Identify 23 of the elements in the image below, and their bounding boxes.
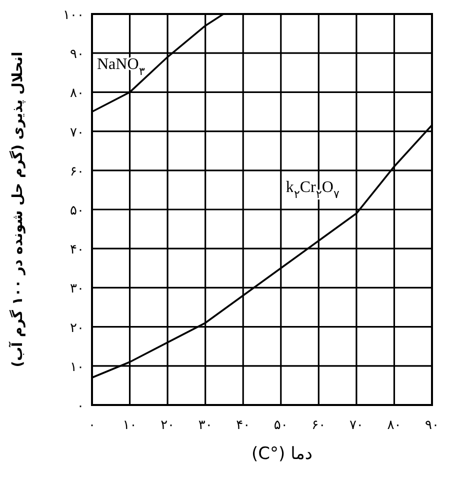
y-tick-label: ۱۰۰: [63, 8, 84, 23]
y-tick-label: ۰: [77, 399, 84, 414]
y-tick-label: ۷۰: [70, 125, 84, 140]
x-tick-label: ۴۰: [236, 418, 250, 433]
x-tick-label: ۸۰: [387, 418, 402, 433]
x-tick-label: ۱۰: [122, 418, 137, 433]
y-tick-label: ۸۰: [70, 86, 84, 102]
x-tick-label: ۷۰: [349, 418, 364, 433]
y-tick-label: ۳۰: [70, 282, 84, 297]
y-axis-title: انحلال پذیری (گرم حل شونده در ۱۰۰ گرم آب): [8, 52, 26, 368]
x-tick-label: ۲۰: [160, 418, 175, 433]
x-tick-label: ۶۰: [312, 418, 326, 433]
y-tick-label: ۲۰: [70, 320, 84, 336]
x-axis-title: دما (°C): [252, 444, 312, 464]
y-tick-label: ۹۰: [70, 47, 84, 62]
y-tick-label: ۱۰: [70, 360, 84, 375]
y-tick-label: ۵۰: [70, 204, 84, 218]
x-tick-label: ۹۰: [425, 418, 439, 433]
y-tick-label: ۴۰: [70, 242, 84, 258]
x-tick-label: ۵۰: [274, 418, 288, 433]
x-tick-label: ۰: [88, 418, 96, 433]
y-tick-label: ۶۰: [70, 164, 84, 180]
x-tick-label: ۳۰: [198, 418, 212, 433]
